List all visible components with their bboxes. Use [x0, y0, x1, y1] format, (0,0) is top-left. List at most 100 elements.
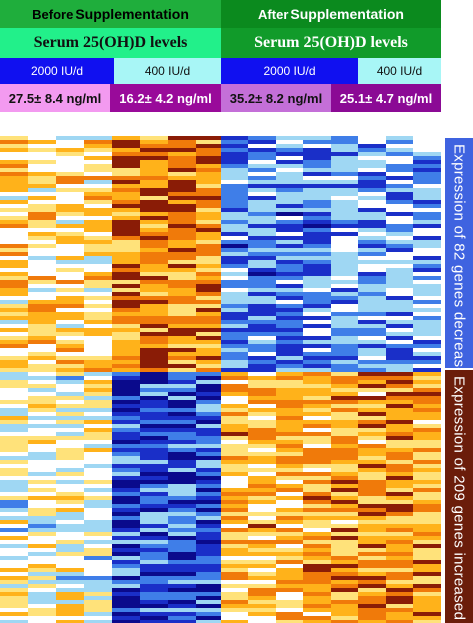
- heatmap-cell: [413, 484, 441, 488]
- heatmap-cell: [386, 568, 413, 572]
- heatmap-cell: [276, 296, 303, 300]
- heatmap-cell: [0, 260, 28, 264]
- heatmap-cell: [303, 476, 331, 480]
- heatmap-cell: [303, 152, 331, 156]
- heatmap-cell: [413, 328, 441, 332]
- heatmap-cell: [168, 320, 196, 324]
- heatmap-cell: [331, 620, 358, 623]
- heatmap-cell: [413, 524, 441, 528]
- heatmap-cell: [303, 168, 331, 172]
- heatmap-cell: [168, 372, 196, 376]
- heatmap-cell: [84, 232, 112, 236]
- heatmap-cell: [248, 180, 276, 184]
- heatmap-cell: [386, 160, 413, 164]
- heatmap-cell: [56, 280, 84, 284]
- heatmap-cell: [276, 308, 303, 312]
- heatmap-cell: [248, 576, 276, 580]
- heatmap-cell: [84, 356, 112, 360]
- heatmap-cell: [386, 320, 413, 324]
- heatmap-cell: [386, 584, 413, 588]
- heatmap-cell: [413, 160, 441, 164]
- heatmap-cell: [0, 436, 28, 440]
- heatmap-cell: [248, 508, 276, 512]
- heatmap-cell: [0, 360, 28, 364]
- heatmap-cell: [358, 544, 386, 548]
- heatmap-cell: [140, 276, 168, 280]
- heatmap-cell: [196, 184, 221, 188]
- heatmap-cell: [56, 460, 84, 464]
- heatmap-cell: [112, 412, 140, 416]
- heatmap-cell: [303, 284, 331, 288]
- heatmap-cell: [276, 568, 303, 572]
- heatmap-cell: [140, 560, 168, 564]
- heatmap-cell: [168, 472, 196, 476]
- heatmap-cell: [248, 216, 276, 220]
- heatmap-cell: [303, 444, 331, 448]
- heatmap-cell: [0, 388, 28, 392]
- heatmap-cell: [303, 184, 331, 188]
- heatmap-cell: [0, 252, 28, 256]
- heatmap-cell: [84, 480, 112, 484]
- heatmap-cell: [56, 260, 84, 264]
- heatmap-cell: [84, 376, 112, 380]
- heatmap-cell: [196, 268, 221, 272]
- heatmap-cell: [140, 572, 168, 576]
- heatmap-cell: [303, 304, 331, 308]
- heatmap-cell: [303, 252, 331, 256]
- heatmap-cell: [358, 400, 386, 404]
- heatmap-cell: [84, 540, 112, 544]
- heatmap-cell: [28, 144, 56, 148]
- heatmap-cell: [248, 420, 276, 424]
- heatmap-cell: [413, 364, 441, 368]
- heatmap-cell: [386, 356, 413, 360]
- heatmap-cell: [276, 448, 303, 452]
- before-supplementation-label: Supplementation: [75, 6, 189, 22]
- heatmap-cell: [386, 548, 413, 552]
- heatmap-cell: [413, 588, 441, 592]
- heatmap-cell: [84, 464, 112, 468]
- heatmap-cell: [248, 556, 276, 560]
- heatmap-cell: [358, 232, 386, 236]
- heatmap-cell: [386, 308, 413, 312]
- heatmap-cell: [331, 232, 358, 236]
- heatmap-cell: [168, 344, 196, 348]
- heatmap-cell: [276, 556, 303, 560]
- heatmap-cell: [413, 176, 441, 180]
- heatmap-cell: [386, 508, 413, 512]
- heatmap-cell: [84, 240, 112, 244]
- heatmap-cell: [358, 360, 386, 364]
- heatmap-cell: [0, 236, 28, 240]
- heatmap-cell: [84, 368, 112, 372]
- heatmap-cell: [140, 488, 168, 492]
- heatmap-cell: [168, 484, 196, 488]
- heatmap-cell: [413, 356, 441, 360]
- heatmap-cell: [303, 612, 331, 616]
- heatmap-cell: [386, 600, 413, 604]
- heatmap-cell: [386, 480, 413, 484]
- heatmap-cell: [84, 208, 112, 212]
- heatmap-cell: [196, 424, 221, 428]
- heatmap-cell: [168, 620, 196, 623]
- heatmap-cell: [28, 412, 56, 416]
- heatmap-cell: [221, 468, 248, 472]
- heatmap-cell: [196, 280, 221, 284]
- heatmap-cell: [303, 496, 331, 500]
- heatmap-cell: [196, 580, 221, 584]
- heatmap-cell: [0, 168, 28, 172]
- heatmap-cell: [112, 584, 140, 588]
- heatmap-cell: [0, 304, 28, 308]
- heatmap-cell: [168, 532, 196, 536]
- heatmap-cell: [248, 492, 276, 496]
- heatmap-cell: [0, 316, 28, 320]
- heatmap-cell: [168, 172, 196, 176]
- heatmap-cell: [112, 348, 140, 352]
- heatmap-cell: [221, 220, 248, 224]
- heatmap-cell: [248, 440, 276, 444]
- heatmap-cell: [413, 436, 441, 440]
- heatmap-cell: [112, 264, 140, 268]
- heatmap-cell: [413, 380, 441, 384]
- heatmap-cell: [221, 428, 248, 432]
- heatmap-cell: [276, 540, 303, 544]
- heatmap-cell: [331, 432, 358, 436]
- heatmap-cell: [196, 396, 221, 400]
